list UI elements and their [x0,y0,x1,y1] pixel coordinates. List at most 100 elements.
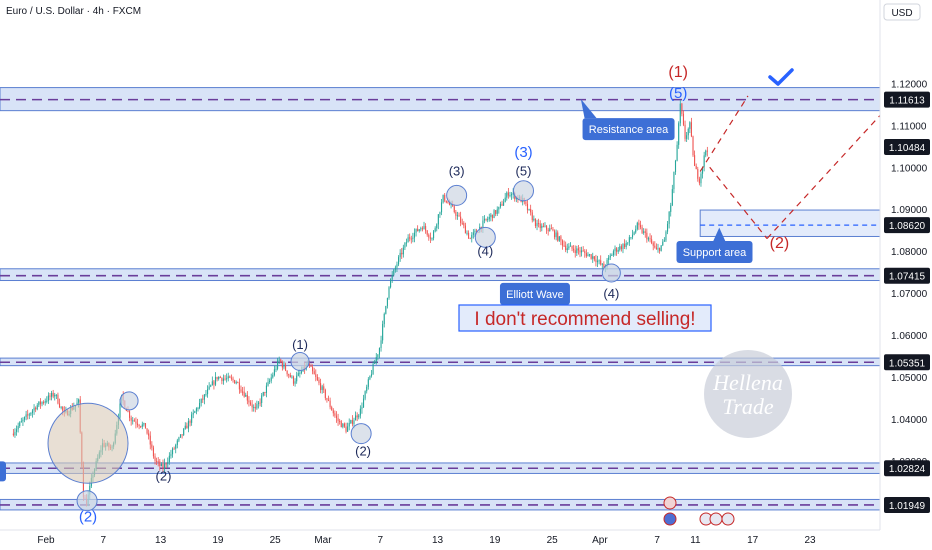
candle-body [541,225,543,229]
candle-body [458,215,460,217]
candle-body [550,228,552,230]
candle-body [593,256,595,260]
candle-body [609,255,611,258]
x-tick-label: 25 [547,535,559,546]
event-icon[interactable] [663,512,677,526]
candle-body [557,232,559,241]
candle-body [464,225,466,234]
candle-body [491,214,494,219]
candle-body [283,364,285,368]
candle-body [55,394,57,396]
symbol-title: Euro / U.S. Dollar · 4h · FXCM [6,6,141,17]
candle-body [654,245,656,248]
candle-body [157,461,159,463]
candle-body [439,212,441,215]
candle-body [576,248,578,254]
candle-body [475,230,478,232]
lightning-event-icon[interactable] [663,496,677,510]
y-tick-label: 1.06000 [891,331,928,342]
candle-body [617,249,619,252]
currency-selector[interactable] [883,3,921,21]
wave-marker [601,263,621,283]
candle-body [342,423,344,428]
candle-body [76,402,78,406]
candle-body [405,242,408,244]
candle-body [149,435,151,445]
candle-body [448,202,451,205]
candle-body [229,376,231,378]
candle-body [133,420,135,422]
candle-body [442,194,444,203]
candle-body [493,210,495,219]
candle-body [321,386,323,390]
candle-body [687,128,689,136]
candle-body [421,228,423,230]
candle-body [482,220,484,229]
candle-body [278,359,280,361]
support-zone [699,209,881,237]
candle-body [353,420,355,425]
price-tag [884,354,930,371]
wave-marker [76,490,98,512]
callout-pointer [713,227,726,241]
candle-body [456,215,459,217]
candle-body [665,231,667,241]
candle-body [23,416,26,420]
candle-body [184,425,186,429]
candle-body [132,420,134,422]
candle-body [490,214,492,217]
candle-body [358,415,360,418]
candle-body [388,287,390,298]
candle-body [238,382,240,390]
candle-body [52,392,54,397]
time-axis[interactable] [0,530,932,550]
us-flag-icon[interactable] [709,512,723,526]
candle-body [404,242,406,248]
candle-body [429,237,431,239]
y-tick-label: 1.10000 [891,163,928,174]
candle-body [156,460,158,462]
candle-body [361,407,363,409]
candle-body [332,410,334,414]
candle-body [549,228,551,232]
candle-body [393,269,395,275]
candle-body [369,375,371,380]
candle-body [240,389,242,392]
candle-body [374,362,376,364]
candle-body [218,376,220,380]
candle-body [251,404,253,408]
candle-body [170,454,172,456]
candle-body [323,386,325,390]
candle-body [511,194,513,196]
candle-body [272,374,274,378]
candle-body [536,223,538,226]
candle-body [495,210,497,214]
candle-body [262,392,264,396]
candle-body [440,202,443,213]
candle-body [189,421,191,423]
wave-label: (2) [79,509,97,526]
candle-body [552,229,554,231]
candle-body [619,246,621,250]
candle-body [345,426,347,432]
candle-body [603,263,605,269]
candle-body [499,203,501,207]
callout-pointer [580,98,597,119]
callout-text: Support area [683,247,747,259]
candle-body [257,402,260,405]
candle-body [612,251,614,255]
us-flag-icon[interactable] [721,512,735,526]
candle-body [627,242,629,244]
y-tick-label: 1.12000 [891,79,928,90]
watermark-badge [704,350,792,438]
x-tick-label: 19 [489,535,501,546]
candle-body [641,227,643,233]
candle-body [447,202,449,204]
candle-body [573,248,575,251]
x-tick-label: 13 [155,535,167,546]
candle-body [410,238,412,240]
candle-body [143,423,145,425]
candle-body [689,122,691,129]
